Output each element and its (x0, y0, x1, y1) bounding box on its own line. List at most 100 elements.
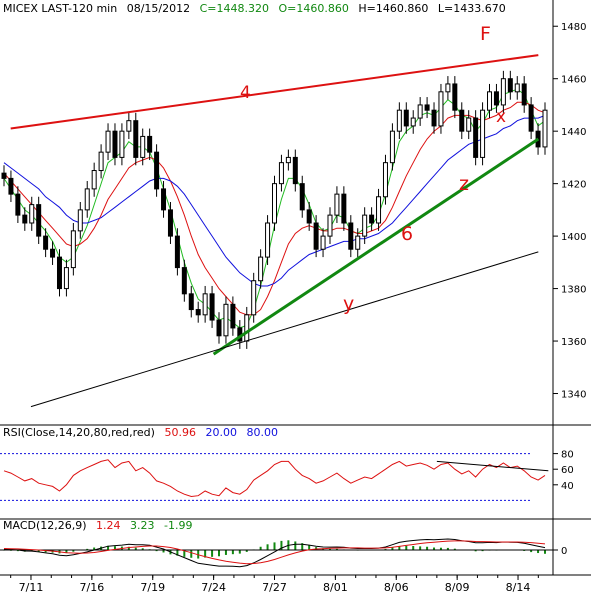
candle-body (396, 109, 402, 132)
date-tick-label: 7/16 (80, 581, 105, 594)
candle (140, 128, 146, 166)
candle (493, 83, 499, 113)
candle-body (91, 170, 97, 190)
signal-line (3, 540, 546, 565)
candle-body (251, 280, 257, 316)
candle-body (216, 319, 222, 337)
candle (216, 312, 222, 344)
candle (285, 149, 291, 171)
candle (334, 186, 340, 223)
candle (341, 186, 347, 231)
candle-body (376, 196, 382, 224)
candle (50, 241, 56, 265)
candle-body (15, 193, 21, 216)
candle (265, 215, 271, 265)
rsi-band-low: 20.00 (205, 426, 237, 439)
candle-body (431, 109, 437, 127)
candle (56, 249, 62, 297)
candle-body (1, 172, 7, 179)
candle-body (50, 248, 56, 258)
candle-body (528, 104, 534, 132)
candle (230, 296, 236, 336)
rsi-title: RSI(Close,14,20,80,red,red) (3, 426, 155, 439)
candle (382, 154, 388, 205)
date-tick-label: 7/19 (140, 581, 165, 594)
candle (507, 70, 513, 100)
candle-body (500, 78, 506, 106)
candle-body (105, 130, 111, 153)
candle-body (452, 83, 458, 111)
candle-body (188, 293, 194, 311)
candle-body (334, 193, 340, 216)
price-tick-label: 1420 (561, 180, 586, 191)
candle-body (112, 130, 118, 158)
candle (521, 76, 527, 113)
candle (445, 76, 451, 100)
rsi-tick-label: 60 (561, 465, 574, 476)
candle-body (161, 188, 167, 211)
high-value: H=1460.860 (358, 2, 428, 15)
candle (487, 83, 493, 119)
candle-body (133, 120, 139, 158)
candle-body (292, 156, 298, 185)
candle-body (438, 91, 444, 127)
candle (63, 259, 69, 297)
candle (369, 207, 375, 231)
candle-body (22, 214, 28, 224)
price-tick-label: 1340 (561, 390, 586, 401)
candle (473, 110, 479, 166)
annotation-z: z (459, 173, 469, 195)
candle-body (209, 293, 215, 321)
candle (167, 202, 173, 244)
candle-body (272, 183, 277, 224)
candle-body (285, 156, 291, 164)
svg-text:MACD(12,26,9) 1.24 3.2: MACD(12,26,9) 1.24 3.23 -1.99 (3, 519, 193, 532)
price-tick-label: 1380 (561, 285, 586, 296)
candle (251, 272, 257, 323)
candle-body (403, 109, 409, 127)
candle (1, 165, 7, 187)
candle-body (43, 235, 49, 250)
candle (452, 76, 458, 119)
hist-value: -1.99 (164, 519, 192, 532)
candle (188, 285, 194, 318)
candle (313, 215, 319, 258)
candle (306, 202, 312, 231)
macd-tick-label: 0 (561, 546, 567, 557)
svg-text:MICEX LAST-120 min 08/15/2: MICEX LAST-120 min 08/15/2012 C=1448.320… (3, 2, 506, 15)
open-value: O=1460.860 (279, 2, 349, 15)
candle (258, 249, 264, 289)
candle-body (181, 267, 187, 295)
candle-body (140, 135, 146, 158)
candle (8, 170, 14, 203)
price-tick-label: 1440 (561, 127, 586, 138)
candle-body (98, 151, 104, 172)
candle-body (84, 188, 90, 211)
candle-body (174, 235, 180, 269)
candle (514, 76, 520, 100)
candle-body (119, 130, 125, 158)
symbol-label: MICEX LAST-120 min (3, 2, 117, 15)
candle (112, 123, 118, 166)
candle (480, 102, 486, 166)
candle (91, 162, 97, 197)
candle-body (473, 117, 479, 158)
date-label: 08/15/2012 (127, 2, 190, 15)
price-tick-label: 1360 (561, 337, 586, 348)
candle-body (542, 109, 548, 148)
candle-body (362, 214, 368, 237)
candle (459, 102, 465, 140)
candle (528, 97, 534, 140)
candle-body (341, 193, 347, 224)
rsi-tick-label: 80 (561, 450, 574, 461)
candle-body (202, 293, 208, 316)
candle-body (493, 91, 499, 106)
candle-body (306, 209, 312, 224)
candle (348, 215, 354, 258)
candle (272, 175, 277, 231)
candle-body (36, 204, 42, 237)
candle (320, 228, 326, 258)
candle-body (445, 83, 451, 93)
